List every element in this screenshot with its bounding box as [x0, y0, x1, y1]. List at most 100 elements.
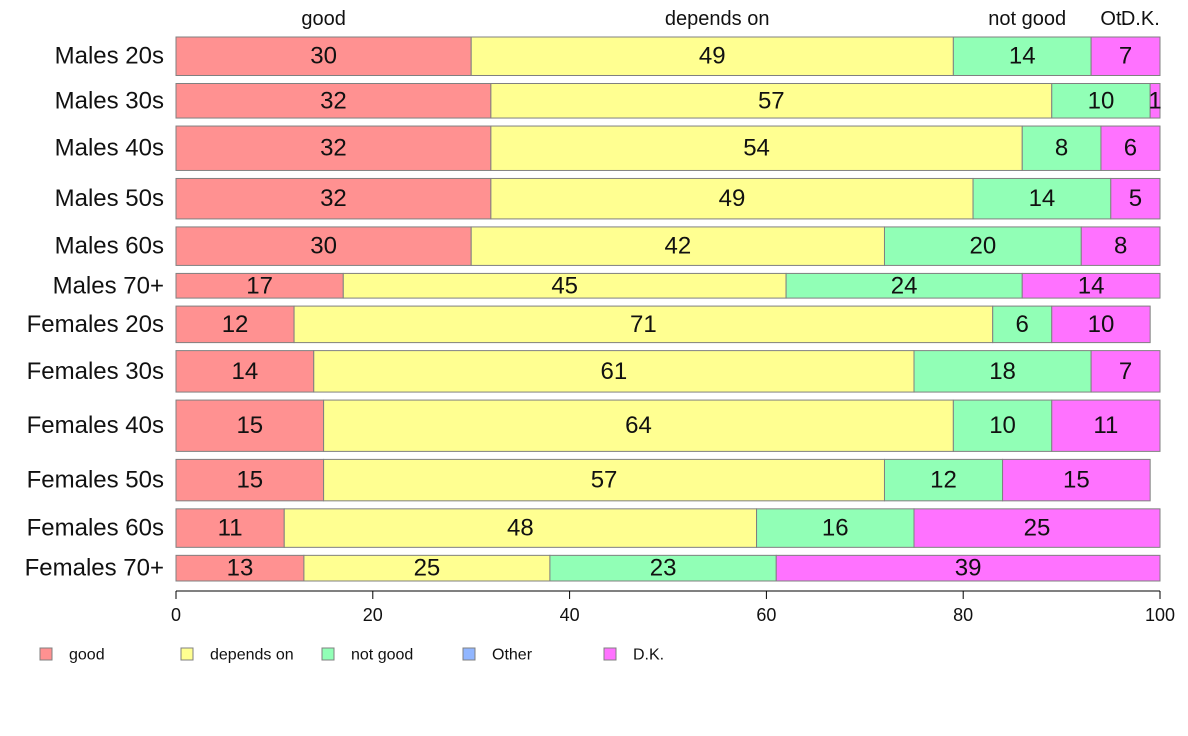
- bar-segment: [883, 226, 1082, 266]
- x-tick-label: 20: [363, 605, 383, 625]
- bar-value-label: 54: [743, 135, 770, 162]
- row-label: Females 20s: [27, 311, 164, 338]
- bar-value-label: 10: [1088, 311, 1115, 338]
- bar-row: 30 42 20 8: [175, 226, 1161, 266]
- bar-segment: [1051, 399, 1161, 452]
- bar-row: 11 48 16 25: [175, 508, 1161, 548]
- bar-value-label: 7: [1119, 43, 1132, 70]
- bars: 30 49 14 732 57 10 132 54 8 632 49 14 530 42 20 817 45 24…: [175, 36, 1162, 582]
- bar-segment: [1090, 36, 1161, 76]
- bar-row: 32 57 10 1: [175, 82, 1162, 119]
- bar-row: 13 25 23 39: [175, 554, 1161, 582]
- bar-segment: [549, 554, 777, 582]
- bar-value-label: 13: [227, 555, 254, 582]
- bar-value-label: 30: [310, 43, 337, 70]
- bar-segment: [175, 399, 325, 452]
- bar-value-label: 5: [1129, 185, 1142, 212]
- bar-value-label: 15: [1063, 467, 1090, 494]
- bar-segment: [972, 177, 1112, 220]
- legend-swatch: [462, 647, 476, 661]
- bar-value-label: 25: [1024, 515, 1051, 542]
- legend-label: D.K.: [633, 647, 664, 664]
- bar-segment: [1149, 82, 1161, 119]
- bar-segment: [1100, 125, 1161, 171]
- x-axis: 0 20 40 60 80 100: [171, 590, 1175, 625]
- bar-value-label: 57: [591, 467, 618, 494]
- bar-segment: [313, 350, 915, 393]
- bar-value-label: 30: [310, 233, 337, 260]
- column-header-label: depends on: [665, 8, 770, 30]
- bar-segment: [1110, 177, 1161, 220]
- bar-segment: [785, 272, 1023, 299]
- x-tick-label: 100: [1145, 605, 1175, 625]
- row-labels: Males 20s Males 30s Males 40s Males 50s Male…: [25, 43, 164, 582]
- bar-value-label: 14: [232, 358, 259, 385]
- bar-value-label: 11: [1093, 412, 1118, 439]
- bar-segment: [1002, 458, 1151, 502]
- bar-value-label: 57: [758, 87, 785, 114]
- legend: good depends on not good Other D.K.: [39, 647, 664, 664]
- bar-value-label: 42: [664, 233, 691, 260]
- legend-item: D.K.: [603, 647, 664, 664]
- bar-segment: [1080, 226, 1161, 266]
- legend-label: good: [69, 647, 105, 664]
- bar-value-label: 32: [320, 185, 347, 212]
- bar-row: 15 57 12 15: [175, 458, 1151, 502]
- bar-value-label: 61: [601, 358, 628, 385]
- bar-segment: [175, 508, 285, 548]
- bar-value-label: 14: [1009, 43, 1036, 70]
- bar-value-label: 15: [236, 412, 263, 439]
- bar-segment: [1090, 350, 1161, 393]
- bar-value-label: 49: [719, 185, 746, 212]
- legend-swatch: [180, 647, 194, 661]
- bar-segment: [175, 554, 305, 582]
- bar-segment: [175, 177, 492, 220]
- legend-item: not good: [321, 647, 413, 664]
- column-header-labels: good depends on not good Ot.D.K.: [301, 8, 1159, 30]
- bar-value-label: 25: [414, 555, 441, 582]
- bar-segment: [490, 177, 974, 220]
- bar-value-label: 14: [1029, 185, 1056, 212]
- bar-segment: [175, 125, 492, 171]
- bar-value-label: 48: [507, 515, 534, 542]
- row-label: Males 60s: [55, 233, 164, 260]
- bar-segment: [490, 82, 1053, 119]
- bar-segment: [470, 36, 954, 76]
- row-label: Males 30s: [55, 87, 164, 114]
- legend-swatch: [321, 647, 335, 661]
- bar-segment: [175, 272, 344, 299]
- legend-label: Other: [492, 647, 533, 664]
- bar-row: 14 61 18 7: [175, 350, 1161, 393]
- row-label: Males 20s: [55, 43, 164, 70]
- bar-segment: [490, 125, 1023, 171]
- bar-value-label: 6: [1124, 135, 1137, 162]
- bar-segment: [470, 226, 885, 266]
- bar-value-label: 8: [1114, 233, 1127, 260]
- bar-segment: [775, 554, 1161, 582]
- legend-label: depends on: [210, 647, 294, 664]
- bar-segment: [175, 226, 472, 266]
- row-label: Females 40s: [27, 412, 164, 439]
- column-header-label: good: [301, 8, 346, 30]
- bar-segment: [756, 508, 915, 548]
- bar-value-label: 18: [989, 358, 1016, 385]
- legend-item: Other: [462, 647, 533, 664]
- row-label: Males 70+: [53, 272, 164, 299]
- bar-segment: [1021, 272, 1161, 299]
- row-label: Males 40s: [55, 135, 164, 162]
- bar-value-label: 1: [1148, 87, 1161, 114]
- row-label: Females 60s: [27, 515, 164, 542]
- bar-value-label: 24: [891, 272, 918, 299]
- bar-value-label: 12: [930, 467, 957, 494]
- bar-segment: [323, 458, 885, 502]
- bar-value-label: 49: [699, 43, 726, 70]
- bar-value-label: 15: [236, 467, 263, 494]
- row-label: Females 70+: [25, 555, 164, 582]
- bar-segment: [175, 305, 295, 344]
- column-header-label: D.K.: [1121, 8, 1160, 30]
- bar-value-label: 45: [551, 272, 578, 299]
- bar-value-label: 17: [246, 272, 273, 299]
- x-tick-label: 40: [560, 605, 580, 625]
- bar-segment: [1051, 305, 1151, 344]
